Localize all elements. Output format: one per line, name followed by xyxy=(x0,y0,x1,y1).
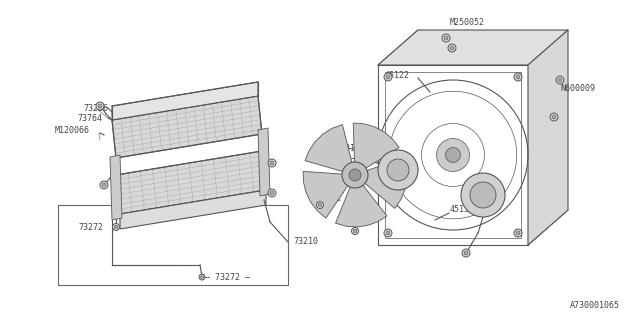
Text: N600009: N600009 xyxy=(560,84,595,92)
Text: 73764: 73764 xyxy=(77,114,102,123)
Circle shape xyxy=(378,150,418,190)
Circle shape xyxy=(270,191,274,195)
Circle shape xyxy=(442,34,450,42)
Circle shape xyxy=(514,73,522,81)
Circle shape xyxy=(516,75,520,79)
Polygon shape xyxy=(110,155,122,220)
Circle shape xyxy=(342,162,368,188)
Text: M120066: M120066 xyxy=(55,125,90,134)
Circle shape xyxy=(552,115,556,119)
Text: 73272: 73272 xyxy=(78,223,103,233)
Polygon shape xyxy=(303,172,348,218)
Circle shape xyxy=(384,229,392,237)
Text: 73286: 73286 xyxy=(83,103,108,113)
Circle shape xyxy=(318,203,322,207)
Circle shape xyxy=(351,228,358,235)
Circle shape xyxy=(450,46,454,50)
Circle shape xyxy=(100,181,108,189)
Circle shape xyxy=(349,169,361,181)
Circle shape xyxy=(461,173,505,217)
Circle shape xyxy=(96,102,104,110)
Circle shape xyxy=(386,231,390,235)
Circle shape xyxy=(353,229,356,233)
Circle shape xyxy=(462,249,470,257)
Polygon shape xyxy=(305,124,352,172)
Circle shape xyxy=(98,104,102,108)
Text: 73210: 73210 xyxy=(293,237,318,246)
Circle shape xyxy=(384,73,392,81)
Polygon shape xyxy=(258,128,270,196)
Circle shape xyxy=(558,78,562,82)
Circle shape xyxy=(270,161,274,165)
Circle shape xyxy=(387,159,409,181)
Circle shape xyxy=(514,229,522,237)
Circle shape xyxy=(444,36,448,40)
Circle shape xyxy=(113,223,120,230)
Polygon shape xyxy=(116,151,266,214)
Circle shape xyxy=(115,225,118,229)
Circle shape xyxy=(445,148,461,163)
Text: 45131: 45131 xyxy=(450,205,475,214)
Circle shape xyxy=(464,251,468,255)
Text: 45187A: 45187A xyxy=(315,186,345,195)
Polygon shape xyxy=(120,190,266,229)
Polygon shape xyxy=(528,30,568,245)
Circle shape xyxy=(268,189,276,197)
Text: 73310: 73310 xyxy=(335,143,360,153)
Circle shape xyxy=(448,44,456,52)
Circle shape xyxy=(550,113,558,121)
Circle shape xyxy=(268,159,276,167)
Circle shape xyxy=(436,139,470,172)
Text: M250052: M250052 xyxy=(450,18,485,27)
Circle shape xyxy=(199,274,205,280)
Text: A730001065: A730001065 xyxy=(570,300,620,309)
Polygon shape xyxy=(364,157,407,208)
Text: 45122: 45122 xyxy=(385,70,410,79)
Circle shape xyxy=(317,202,323,209)
Circle shape xyxy=(470,182,496,208)
Circle shape xyxy=(386,75,390,79)
Circle shape xyxy=(556,76,564,84)
Circle shape xyxy=(516,231,520,235)
Polygon shape xyxy=(353,123,399,169)
Text: ― 73272 ―: ― 73272 ― xyxy=(205,273,250,282)
Polygon shape xyxy=(112,96,262,158)
Text: 73311: 73311 xyxy=(325,156,350,164)
Circle shape xyxy=(200,276,204,278)
Polygon shape xyxy=(378,30,568,65)
Circle shape xyxy=(102,183,106,187)
Bar xyxy=(58,205,288,285)
Polygon shape xyxy=(335,184,387,227)
Polygon shape xyxy=(112,82,258,120)
